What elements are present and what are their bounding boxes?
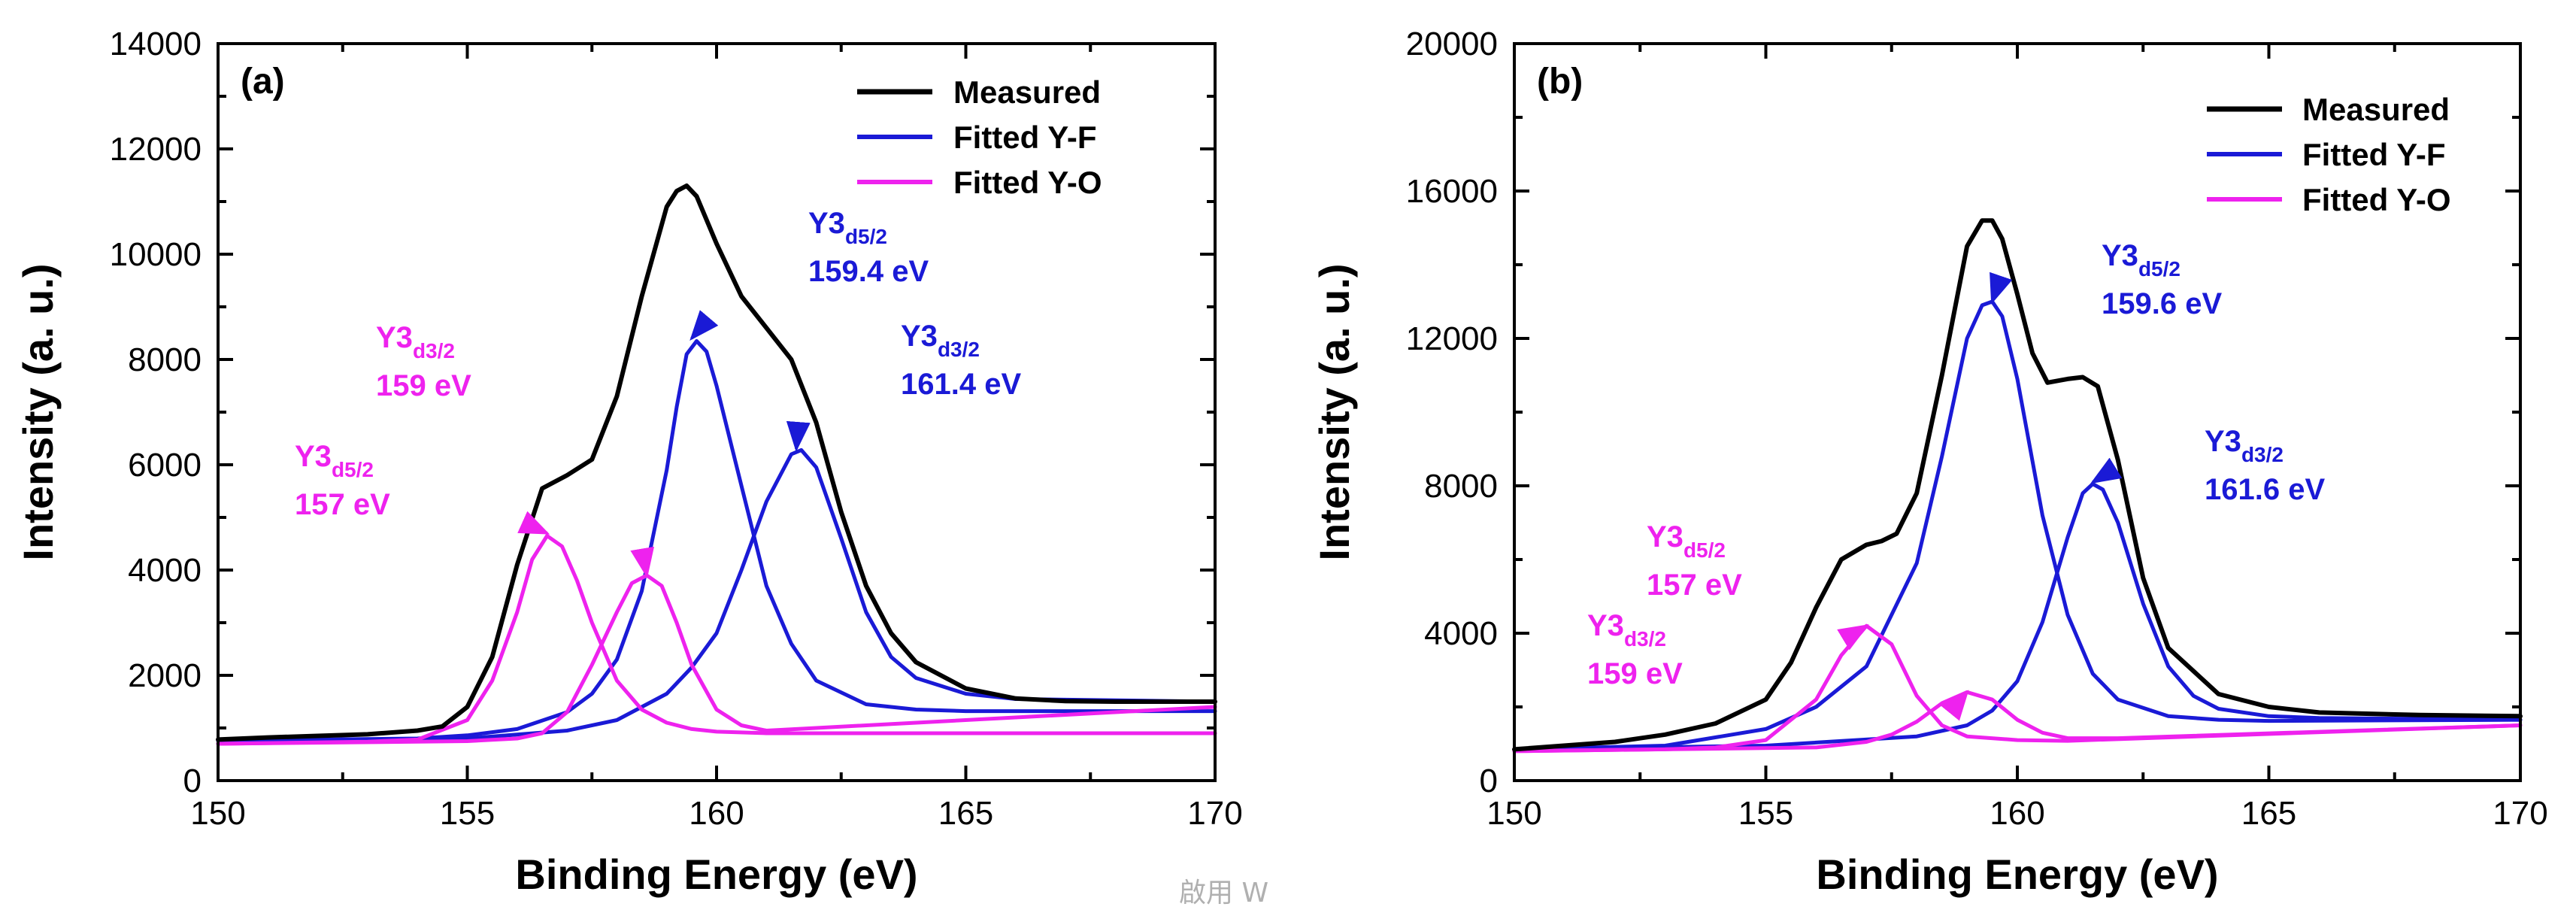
fitted-peak-line bbox=[216, 339, 1217, 743]
y-tick-label: 14000 bbox=[110, 26, 202, 62]
peak-annotation-main: Y3 bbox=[2102, 239, 2138, 272]
peak-annotation-value: 159 eV bbox=[1587, 657, 1683, 690]
legend-label: Fitted Y-F bbox=[2302, 137, 2446, 172]
y-axis-title: Intensity (a. u.) bbox=[14, 263, 62, 560]
peak-annotation-arrow bbox=[1837, 624, 1869, 651]
peak-annotation-main: Y3 bbox=[901, 320, 938, 353]
x-axis-title: Binding Energy (eV) bbox=[515, 851, 917, 898]
peak-annotation-value: 161.6 eV bbox=[2205, 473, 2325, 506]
peak-annotation-subscript: d3/2 bbox=[2241, 443, 2284, 466]
panel-label: (a) bbox=[241, 62, 285, 102]
legend-label: Measured bbox=[2302, 92, 2450, 127]
peak-annotation-subscript: d5/2 bbox=[2138, 257, 2181, 281]
x-tick-label: 160 bbox=[1990, 795, 2044, 832]
y-tick-label: 8000 bbox=[1424, 468, 1498, 505]
peak-annotation-arrow bbox=[1941, 690, 1969, 721]
fitted-peak-line bbox=[1512, 623, 2523, 754]
y-tick-label: 6000 bbox=[128, 447, 202, 484]
fitted-peak-line bbox=[1512, 482, 2523, 751]
x-tick-label: 155 bbox=[440, 795, 495, 832]
fitted-peak-line bbox=[1512, 299, 2523, 751]
peak-annotation-main: Y3 bbox=[1647, 520, 1683, 554]
chart-panel-b: 150 155 160 165 170 0 4000 8000 12000 16000 20000 B… bbox=[1311, 26, 2548, 898]
panel-label: (b) bbox=[1537, 62, 1583, 102]
x-axis-title: Binding Energy (eV) bbox=[1816, 851, 2218, 898]
x-tick-label: 160 bbox=[689, 795, 744, 832]
peak-annotation-subscript: d5/2 bbox=[332, 458, 374, 481]
peak-annotation-subscript: d3/2 bbox=[1624, 627, 1666, 651]
x-tick-label: 150 bbox=[190, 795, 245, 832]
peak-annotation-arrow bbox=[517, 511, 550, 535]
legend-label: Fitted Y-O bbox=[2302, 182, 2451, 217]
peak-annotation-label: Y3d5/2 bbox=[2102, 239, 2181, 281]
y-tick-label: 16000 bbox=[1406, 173, 1498, 210]
fitted-peak-line bbox=[216, 573, 1217, 746]
peak-annotation-label: Y3d3/2 bbox=[1587, 609, 1666, 651]
chart-panel-a: 150 155 160 165 170 0 2000 4000 6000 8000 10000 120… bbox=[14, 26, 1243, 898]
y-tick-label: 10000 bbox=[110, 236, 202, 273]
x-tick-label: 170 bbox=[2493, 795, 2547, 832]
peak-annotation-value: 159 eV bbox=[376, 369, 471, 402]
peak-annotation-main: Y3 bbox=[808, 207, 845, 240]
fitted-peak-line bbox=[216, 447, 1217, 743]
x-tick-label: 165 bbox=[2241, 795, 2296, 832]
peak-annotation-label: Y3d3/2 bbox=[901, 320, 980, 361]
y-tick-label: 12000 bbox=[110, 131, 202, 168]
peak-annotation-subscript: d5/2 bbox=[845, 225, 887, 248]
peak-annotation-arrow bbox=[2090, 457, 2123, 484]
peak-annotation-value: 161.4 eV bbox=[901, 368, 1021, 401]
y-tick-label: 4000 bbox=[1424, 615, 1498, 652]
peak-annotation-value: 159.4 eV bbox=[808, 255, 929, 288]
y-tick-label: 0 bbox=[183, 763, 202, 799]
x-tick-label: 155 bbox=[1738, 795, 1793, 832]
legend-label: Measured bbox=[953, 74, 1101, 110]
peak-annotation-main: Y3 bbox=[295, 440, 332, 473]
peak-annotation-value: 157 eV bbox=[295, 488, 390, 521]
x-tick-label: 150 bbox=[1487, 795, 1541, 832]
x-tick-label: 170 bbox=[1187, 795, 1242, 832]
peak-annotation-label: Y3d5/2 bbox=[808, 207, 887, 248]
y-axis-title: Intensity (a. u.) bbox=[1311, 263, 1358, 560]
peak-annotation-main: Y3 bbox=[376, 321, 413, 354]
peak-annotation-subscript: d3/2 bbox=[413, 339, 455, 362]
peak-annotation-main: Y3 bbox=[1587, 609, 1624, 642]
peak-annotation-main: Y3 bbox=[2205, 425, 2241, 458]
y-tick-label: 12000 bbox=[1406, 320, 1498, 357]
y-tick-label: 2000 bbox=[128, 657, 202, 694]
peak-annotation-label: Y3d3/2 bbox=[376, 321, 455, 362]
legend-label: Fitted Y-F bbox=[953, 120, 1097, 155]
peak-annotation-arrow bbox=[630, 546, 655, 578]
legend-label: Fitted Y-O bbox=[953, 165, 1102, 200]
y-tick-label: 4000 bbox=[128, 552, 202, 589]
fitted-peak-line bbox=[216, 534, 1217, 746]
x-tick-label: 165 bbox=[938, 795, 993, 832]
peak-annotation-value: 157 eV bbox=[1647, 569, 1742, 602]
peak-annotation-arrow bbox=[689, 310, 719, 341]
measured-series-line bbox=[1512, 218, 2523, 752]
peak-annotation-subscript: d3/2 bbox=[938, 338, 980, 361]
peak-annotation-value: 159.6 eV bbox=[2102, 287, 2222, 320]
peak-annotation-label: Y3d3/2 bbox=[2205, 425, 2284, 466]
peak-annotation-label: Y3d5/2 bbox=[1647, 520, 1726, 562]
peak-annotation-arrow bbox=[1990, 271, 2013, 305]
y-tick-label: 20000 bbox=[1406, 26, 1498, 62]
measured-series-line bbox=[216, 183, 1217, 742]
peak-annotation-label: Y3d5/2 bbox=[295, 440, 374, 481]
y-tick-label: 0 bbox=[1480, 763, 1498, 799]
peak-annotation-arrow bbox=[786, 420, 811, 452]
y-tick-label: 8000 bbox=[128, 341, 202, 378]
peak-annotation-subscript: d5/2 bbox=[1683, 538, 1726, 562]
watermark-text: 啟用 W bbox=[1179, 878, 1269, 908]
